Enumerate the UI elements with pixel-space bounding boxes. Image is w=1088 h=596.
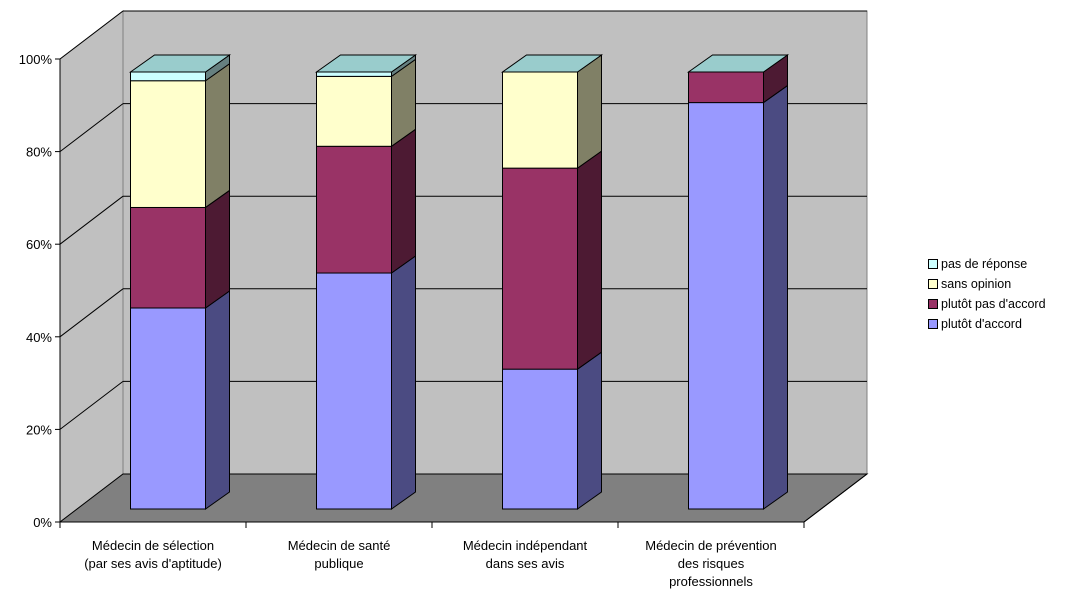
x-category-label-line: Médecin de santé <box>288 538 391 553</box>
legend-swatch <box>928 259 938 269</box>
x-axis-category-labels: Médecin de sélection (par ses avis d'apti… <box>84 538 777 589</box>
legend-label: sans opinion <box>941 277 1012 291</box>
side-wall <box>59 9 124 524</box>
x-category-label-line: professionnels <box>669 574 753 589</box>
y-tick-label: 40% <box>26 330 52 345</box>
bar-segment <box>316 71 392 77</box>
bar-top-face <box>314 54 418 73</box>
legend-swatch <box>928 299 938 309</box>
bar-segment <box>316 75 392 147</box>
bar-segment <box>502 167 578 370</box>
x-category-label-line: Médecin indépendant <box>463 538 588 553</box>
x-category-label-line: Médecin de sélection <box>92 538 214 553</box>
floor-edge <box>803 473 868 523</box>
bar-segment-side <box>577 150 602 371</box>
bar-segment-side <box>763 84 788 510</box>
gridline-side <box>59 381 124 430</box>
bar-top-face <box>686 54 790 73</box>
x-category-label-line: Médecin de prévention <box>645 538 777 553</box>
x-category-label: Médecin de santé publique <box>288 538 391 571</box>
bar-segment-side <box>205 189 230 309</box>
bar-segment <box>688 102 764 510</box>
gridline-side <box>59 103 124 152</box>
bar-segment <box>130 80 206 208</box>
x-category-label: Médecin de prévention des risques professi… <box>645 538 777 589</box>
gridline-side <box>59 195 124 245</box>
chart-walls <box>58 9 869 524</box>
bar-top-face <box>500 54 604 73</box>
legend-item: plutôt d'accord <box>928 314 1088 334</box>
bar-top-face <box>128 54 232 73</box>
gridline-side <box>59 10 124 60</box>
legend-item: pas de réponse <box>928 254 1088 274</box>
y-tick-label: 60% <box>26 237 52 252</box>
bar-segment <box>130 71 206 82</box>
y-axis-tick-labels: 0% 20% 40% 60% 80% 100% <box>19 52 53 530</box>
x-category-label: Médecin de sélection (par ses avis d'apti… <box>84 538 222 571</box>
legend-item: plutôt pas d'accord <box>928 294 1088 314</box>
y-tick-label: 80% <box>26 145 52 160</box>
x-category-label-line: des risques <box>678 556 745 571</box>
y-tick-label: 100% <box>19 52 53 67</box>
legend: pas de réponse sans opinion plutôt pas d'a… <box>928 254 1088 334</box>
bar-segment-side <box>205 62 230 209</box>
legend-swatch <box>928 319 938 329</box>
bar-segment-side <box>391 255 416 510</box>
x-category-label-line: (par ses avis d'aptitude) <box>84 556 222 571</box>
x-category-label: Médecin indépendant dans ses avis <box>463 538 588 571</box>
x-category-label-line: publique <box>314 556 363 571</box>
legend-item: sans opinion <box>928 274 1088 294</box>
bars <box>128 54 790 510</box>
legend-label: pas de réponse <box>941 257 1028 271</box>
bar-segment <box>688 71 764 104</box>
bar-segment-side <box>577 351 602 510</box>
gridline-side <box>59 288 124 338</box>
x-category-label-line: dans ses avis <box>486 556 565 571</box>
legend-swatch <box>928 279 938 289</box>
bar-segment <box>502 71 578 169</box>
bar-segment <box>130 307 206 510</box>
bar-segment-side <box>391 128 416 274</box>
bar-segment <box>316 145 392 274</box>
bar-segment-side <box>205 290 230 510</box>
legend-label: plutôt d'accord <box>941 317 1022 331</box>
legend-label: plutôt pas d'accord <box>941 297 1046 311</box>
y-tick-label: 20% <box>26 422 52 437</box>
bar-segment <box>316 272 392 510</box>
y-tick-label: 0% <box>33 515 52 530</box>
bar-segment <box>130 206 206 309</box>
axes <box>55 58 868 528</box>
bar-segment-side <box>577 54 602 170</box>
bar-segment <box>502 368 578 510</box>
